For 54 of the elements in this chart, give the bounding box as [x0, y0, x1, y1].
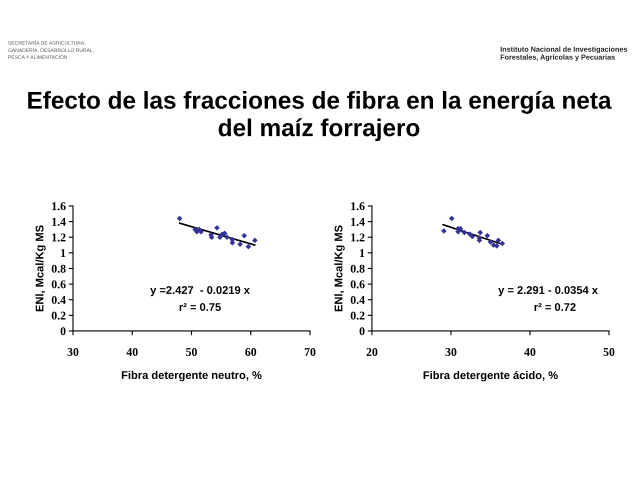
y-tick-label: 0.6 [52, 280, 66, 288]
annotation: r² = 0.72 [534, 303, 576, 311]
point [246, 244, 252, 250]
x-tick-label: 20 [366, 348, 378, 356]
y-tick-label: 1.6 [351, 202, 365, 210]
x-tick-label: 40 [126, 348, 138, 356]
x-tick-label: 30 [68, 348, 78, 356]
point [176, 216, 182, 222]
y-tick-label: 1.4 [52, 218, 66, 226]
point [470, 234, 476, 240]
chart-title: Efecto de las fracciones de fibra en la energía neta del maíz forrajero [28, 90, 612, 142]
y-tick-label: 0.2 [52, 312, 66, 320]
x-axis-title: Fibra detergente ácido, % [424, 370, 558, 382]
y-tick-label: 0.6 [350, 280, 365, 288]
x-tick-label: 30 [446, 348, 456, 356]
annotation: y =2.427 - 0.0219 x [150, 286, 250, 296]
x-tick-label: 70 [304, 348, 316, 356]
x-tick-label: 50 [186, 348, 197, 356]
point [462, 230, 468, 236]
y-axis-title: ENl, Mcal/Kg MS [334, 225, 345, 312]
y-tick-label: 0 [60, 327, 66, 336]
point [488, 239, 494, 245]
point [496, 238, 502, 244]
point [224, 234, 230, 240]
y-tick-label: 0.8 [350, 264, 365, 273]
y-tick-label: 1.2 [52, 234, 66, 242]
y-axis-title: ENl, Mcal/Kg MS [35, 225, 46, 312]
x-tick-label: 60 [245, 348, 256, 356]
y-tick-label: 0 [360, 327, 365, 336]
y-tick-label: 1 [360, 249, 364, 257]
y-tick-label: 1.4 [351, 218, 365, 226]
point [448, 216, 455, 222]
y-tick-label: 0.4 [350, 296, 365, 304]
point [217, 234, 223, 240]
x-tick-label: 50 [604, 348, 614, 356]
point [441, 228, 447, 234]
point [252, 238, 258, 244]
point [500, 240, 506, 246]
x-axis-title: Fibra detergente neutro, % [122, 370, 262, 382]
x-tick-label: 40 [524, 348, 536, 356]
point [214, 225, 220, 231]
point [237, 241, 243, 248]
point [477, 230, 483, 236]
y-tick-label: 0.4 [52, 296, 66, 304]
y-tick-label: 1 [61, 249, 66, 257]
point [484, 232, 490, 238]
y-tick-label: 0.2 [350, 312, 364, 320]
point [241, 232, 248, 238]
y-tick-label: 1.6 [52, 202, 66, 210]
annotation: y = 2.291 - 0.0354 x [498, 286, 598, 296]
y-tick-label: 0.8 [52, 264, 66, 273]
point [494, 243, 500, 249]
y-tick-label: 1.2 [351, 234, 364, 242]
annotation: r² = 0.75 [180, 303, 221, 311]
